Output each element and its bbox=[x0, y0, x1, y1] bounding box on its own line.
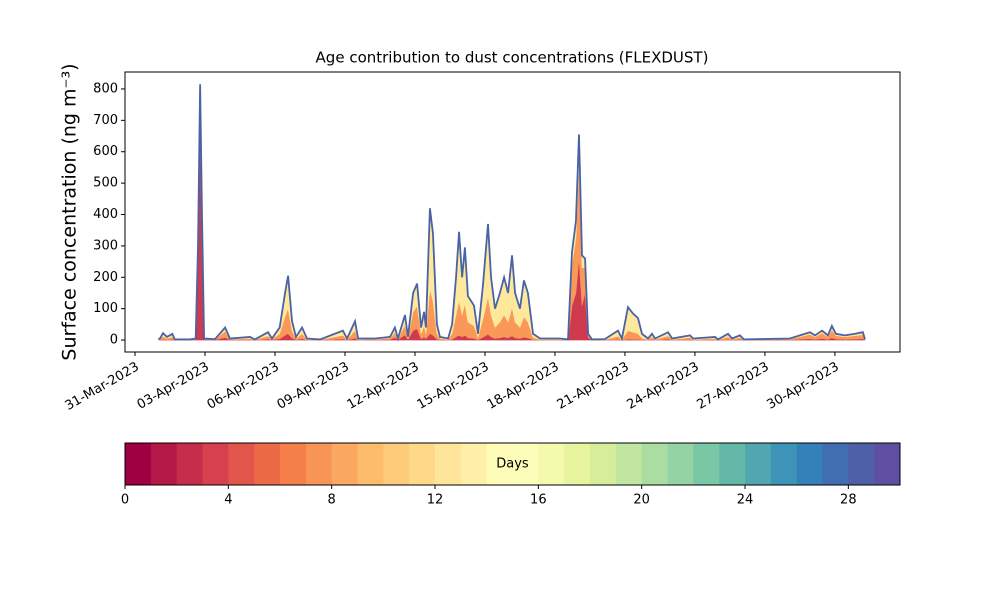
colorbar-tick-label: 24 bbox=[737, 493, 754, 508]
colorbar-swatch bbox=[305, 443, 333, 485]
colorbar-swatch bbox=[460, 443, 488, 485]
colorbar-swatch bbox=[770, 443, 798, 485]
x-tick-label: 06-Apr-2023 bbox=[205, 360, 282, 413]
y-tick-label: 600 bbox=[93, 144, 118, 159]
colorbar-tick-label: 16 bbox=[530, 493, 547, 508]
colorbar-swatch bbox=[590, 443, 617, 485]
colorbar-swatch bbox=[409, 443, 436, 485]
colorbar-swatch bbox=[202, 443, 229, 485]
y-tick-label: 200 bbox=[93, 270, 118, 285]
y-tick-label: 500 bbox=[93, 176, 118, 191]
colorbar-swatch bbox=[280, 443, 307, 485]
y-tick-label: 100 bbox=[93, 301, 118, 316]
colorbar-tick-label: 28 bbox=[840, 493, 857, 508]
colorbar-swatch bbox=[693, 443, 720, 485]
y-tick-label: 0 bbox=[110, 333, 118, 348]
area bbox=[158, 84, 866, 341]
colorbar-tick-label: 20 bbox=[633, 493, 650, 508]
x-tick-label: 21-Apr-2023 bbox=[555, 360, 632, 413]
x-tick-label: 09-Apr-2023 bbox=[275, 360, 352, 413]
colorbar-tick-label: 0 bbox=[121, 493, 129, 508]
colorbar-swatch bbox=[228, 443, 255, 485]
colorbar-swatch bbox=[176, 443, 203, 485]
colorbar-swatch bbox=[564, 443, 591, 485]
y-tick-label: 400 bbox=[93, 207, 118, 222]
colorbar-tick-label: 12 bbox=[427, 493, 444, 508]
colorbar-swatch bbox=[486, 443, 513, 485]
total-line bbox=[158, 84, 866, 342]
colorbar-swatch bbox=[125, 443, 152, 485]
colorbar-label: Days bbox=[496, 457, 529, 472]
colorbar-swatch bbox=[822, 443, 849, 485]
colorbar-swatch bbox=[435, 443, 462, 485]
chart-title: Age contribution to dust concentrations … bbox=[316, 49, 709, 67]
colorbar-swatch bbox=[538, 443, 565, 485]
colorbar-swatch bbox=[667, 443, 694, 485]
colorbar-frame bbox=[124, 442, 901, 486]
colorbar-swatch bbox=[874, 443, 901, 485]
x-tick-label: 03-Apr-2023 bbox=[135, 360, 212, 413]
colorbar-swatch bbox=[383, 443, 410, 485]
colorbar-tick-label: 4 bbox=[224, 493, 232, 508]
x-tick-label: 18-Apr-2023 bbox=[485, 360, 562, 413]
y-tick-label: 300 bbox=[93, 238, 118, 253]
x-tick-label: 30-Apr-2023 bbox=[765, 360, 842, 413]
colorbar-swatch bbox=[641, 443, 668, 485]
colorbar-swatch bbox=[719, 443, 746, 485]
y-tick-label: 800 bbox=[93, 81, 118, 96]
x-tick-label: 12-Apr-2023 bbox=[345, 360, 422, 413]
x-tick-label: 24-Apr-2023 bbox=[625, 360, 702, 413]
colorbar-swatch bbox=[848, 443, 875, 485]
x-tick-label: 31-Mar-2023 bbox=[63, 360, 142, 414]
colorbar-swatch bbox=[745, 443, 772, 485]
colorbar-swatch bbox=[254, 443, 281, 485]
colorbar-tick-label: 8 bbox=[328, 493, 336, 508]
y-axis-label: Surface concentration (ng m⁻³) bbox=[59, 63, 81, 360]
colorbar-swatch bbox=[357, 443, 384, 485]
colorbar-swatch bbox=[796, 443, 823, 485]
x-tick-label: 27-Apr-2023 bbox=[695, 360, 772, 413]
colorbar-swatch bbox=[150, 443, 178, 485]
x-tick-label: 15-Apr-2023 bbox=[415, 360, 492, 413]
colorbar-swatch bbox=[512, 443, 539, 485]
y-tick-label: 700 bbox=[93, 113, 118, 128]
colorbar-swatch bbox=[615, 443, 643, 485]
colorbar-swatch bbox=[331, 443, 358, 485]
plot-frame bbox=[124, 71, 901, 353]
